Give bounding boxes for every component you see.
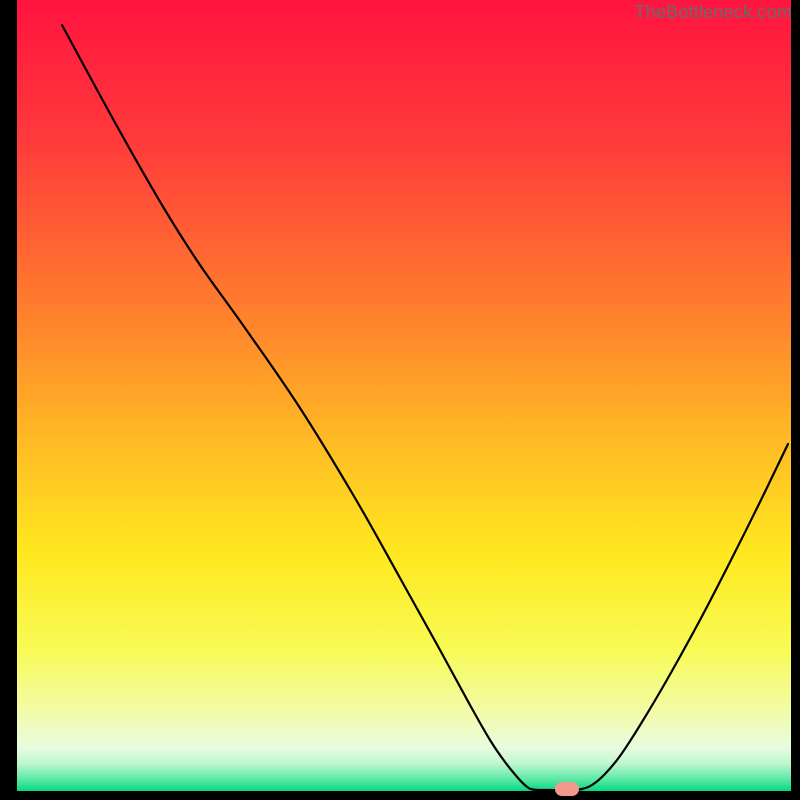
bottleneck-curve xyxy=(0,0,800,800)
chart-stage: TheBottleneck.com xyxy=(0,0,800,800)
optimal-point-marker xyxy=(555,782,579,796)
watermark-text: TheBottleneck.com xyxy=(635,2,792,23)
